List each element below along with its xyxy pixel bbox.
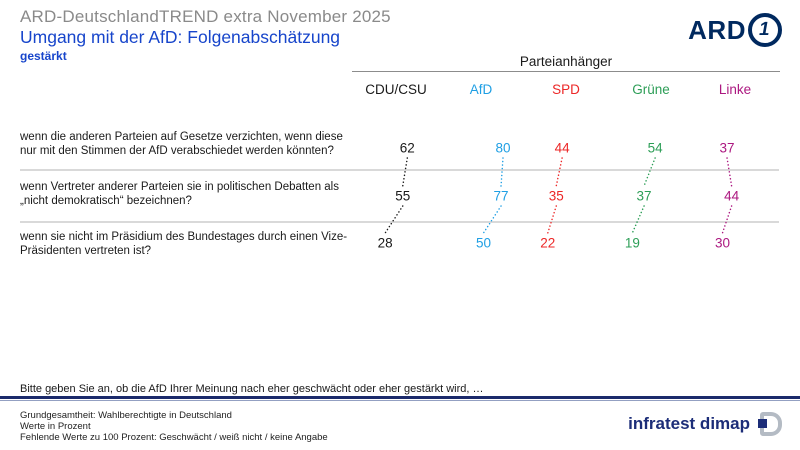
value-cell: 44: [554, 140, 570, 156]
footer-divider: [0, 396, 800, 399]
ard-one-icon: 1: [748, 13, 782, 47]
row-question: wenn Vertreter anderer Parteien sie in p…: [20, 181, 339, 207]
ard-logo-text: ARD: [688, 15, 746, 45]
value-cell: 22: [540, 235, 556, 251]
page-title: Umgang mit der AfD: Folgenabschätzung: [20, 27, 341, 47]
value-cell: 37: [636, 188, 652, 204]
question-wording: Bitte geben Sie an, ob die AfD Ihrer Mei…: [20, 383, 484, 395]
value-cell: 44: [724, 188, 740, 204]
footer-divider-light: [0, 400, 800, 401]
group-header: Parteianhänger: [519, 54, 613, 69]
row-question: wenn sie nicht im Präsidium des Bundesta…: [20, 231, 348, 257]
column-header-grne: Grüne: [632, 82, 670, 97]
value-cell: 80: [495, 140, 511, 156]
ard-logo: ARD 1: [688, 13, 782, 47]
value-cell: 77: [493, 188, 509, 204]
kicker-text: ARD-DeutschlandTREND extra November 2025: [20, 7, 391, 26]
column-header-linke: Linke: [718, 82, 752, 97]
group-header-rule: [352, 71, 780, 72]
column-header-spd: SPD: [552, 82, 580, 97]
value-cell: 19: [624, 235, 640, 251]
row-question: wenn die anderen Parteien auf Gesetze ve…: [20, 131, 343, 157]
row-separator: [20, 221, 779, 223]
value-cell: 28: [377, 235, 393, 251]
infratest-dimap-wordmark: infratest dimap: [628, 414, 750, 433]
page-subtitle: gestärkt: [20, 49, 67, 63]
column-header-afd: AfD: [469, 82, 493, 97]
column-header-cducsu: CDU/CSU: [365, 82, 427, 97]
value-cell: 50: [475, 235, 492, 251]
value-cell: 54: [647, 140, 663, 156]
source-note-line: Werte in Prozent: [20, 421, 91, 432]
value-cell: 35: [548, 188, 564, 204]
value-cell: 55: [395, 188, 411, 204]
row-separator: [20, 169, 779, 171]
infratest-dimap-icon: [758, 412, 782, 436]
value-cell: 62: [399, 140, 415, 156]
source-notes: Grundgesamtheit: Wahlberechtigte in Deut…: [20, 410, 328, 443]
source-note-line: Grundgesamtheit: Wahlberechtigte in Deut…: [20, 410, 232, 421]
value-cell: 37: [719, 140, 735, 156]
value-cell: 30: [714, 235, 731, 251]
source-note-line: Fehlende Werte zu 100 Prozent: Geschwäch…: [20, 432, 328, 443]
